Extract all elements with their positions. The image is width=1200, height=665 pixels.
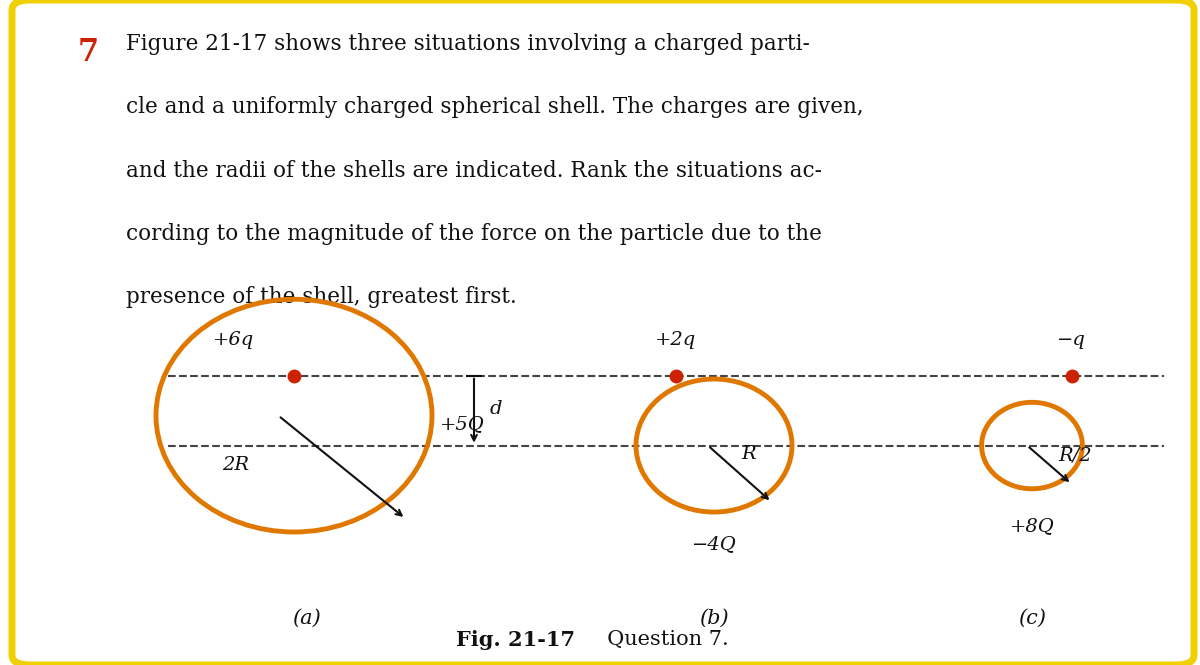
Text: +8Q: +8Q bbox=[1009, 517, 1055, 535]
Text: and the radii of the shells are indicated. Rank the situations ac-: and the radii of the shells are indicate… bbox=[126, 160, 822, 182]
Text: cording to the magnitude of the force on the particle due to the: cording to the magnitude of the force on… bbox=[126, 223, 822, 245]
Text: Figure 21-17 shows three situations involving a charged parti-: Figure 21-17 shows three situations invo… bbox=[126, 33, 810, 55]
Text: −4Q: −4Q bbox=[691, 535, 737, 553]
Text: (c): (c) bbox=[1018, 609, 1046, 628]
Text: d: d bbox=[490, 400, 502, 418]
Text: (a): (a) bbox=[292, 609, 320, 628]
Text: +6q: +6q bbox=[214, 331, 254, 349]
Text: (b): (b) bbox=[700, 609, 728, 628]
FancyBboxPatch shape bbox=[12, 0, 1194, 665]
Text: +5Q: +5Q bbox=[439, 416, 485, 434]
Text: −q: −q bbox=[1057, 331, 1086, 349]
Text: 7: 7 bbox=[78, 37, 100, 68]
Text: R: R bbox=[742, 444, 756, 463]
Text: R/2: R/2 bbox=[1058, 446, 1092, 465]
Text: cle and a uniformly charged spherical shell. The charges are given,: cle and a uniformly charged spherical sh… bbox=[126, 96, 864, 118]
Text: Fig. 21-17: Fig. 21-17 bbox=[456, 630, 575, 650]
Text: 2R: 2R bbox=[222, 456, 250, 475]
Text: Question 7.: Question 7. bbox=[594, 630, 728, 649]
Text: +2q: +2q bbox=[655, 331, 696, 349]
Text: presence of the shell, greatest first.: presence of the shell, greatest first. bbox=[126, 286, 517, 308]
